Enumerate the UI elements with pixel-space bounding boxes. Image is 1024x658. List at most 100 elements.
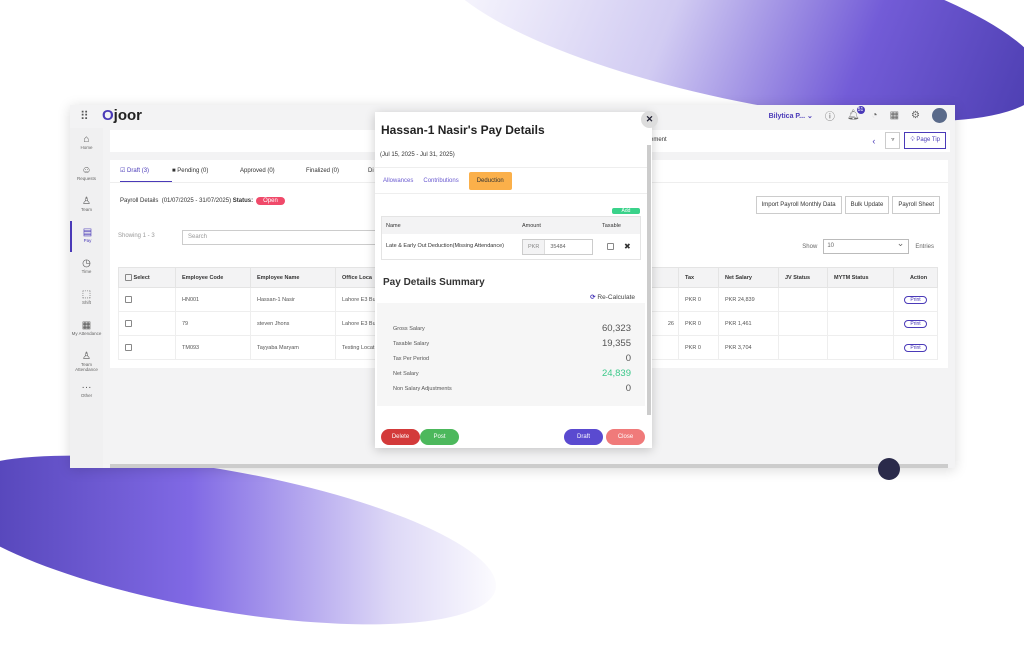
- row-select[interactable]: [118, 287, 176, 312]
- mytm-status: [827, 311, 894, 336]
- page-tip-button[interactable]: 💡︎ Page Tip: [904, 132, 946, 149]
- summary-value: 19,355: [601, 338, 631, 349]
- status-badge: Open: [256, 197, 285, 205]
- select-all-checkbox[interactable]: [125, 274, 132, 281]
- tab-draft[interactable]: ☑ Draft (3): [120, 160, 172, 182]
- print-button[interactable]: Print: [904, 343, 927, 352]
- row-select[interactable]: [118, 335, 176, 360]
- calendar-icon: ▦: [81, 320, 92, 331]
- apps-grid-icon[interactable]: ⠿: [80, 109, 89, 123]
- summary-row: Non Salary Adjustments 0: [393, 383, 631, 394]
- print-button[interactable]: Print: [904, 295, 927, 304]
- shift-icon: ⬚: [81, 289, 92, 300]
- bulk-update-button[interactable]: Bulk Update: [844, 196, 890, 214]
- taxable-checkbox[interactable]: [607, 243, 614, 250]
- hidden-column-value: 26: [667, 321, 674, 327]
- deduction-table: Name Amount Taxable Late & Early Out Deduc…: [381, 216, 641, 260]
- logo[interactable]: Ojoor: [102, 107, 143, 124]
- sidebar-item-shift[interactable]: ⬚ Shift: [70, 283, 103, 314]
- horizontal-scrollbar[interactable]: [110, 464, 948, 468]
- summary-label: Gross Salary: [393, 325, 425, 332]
- column-header: Employee Code: [175, 267, 251, 288]
- breadcrumb: ement: [650, 137, 667, 143]
- tab-deduction[interactable]: Deduction: [468, 171, 512, 190]
- timer-icon[interactable]: ◔: [871, 110, 878, 121]
- vertical-scrollbar[interactable]: [647, 145, 651, 415]
- print-button[interactable]: Print: [904, 319, 927, 328]
- column-header: Employee Name: [250, 267, 336, 288]
- column-header: MYTM Status: [827, 267, 894, 288]
- modal-date-range: (Jul 15, 2025 - Jul 31, 2025): [380, 152, 455, 158]
- entries-label: Entries: [915, 243, 934, 250]
- action-cell: Print: [893, 311, 938, 336]
- tax: PKR 0: [678, 287, 719, 312]
- sidebar-label: Home: [80, 145, 93, 150]
- sidebar-label: Team Attendance: [75, 362, 98, 372]
- import-payroll-button[interactable]: Import Payroll Monthly Data: [755, 196, 842, 214]
- tab-approved[interactable]: Approved (0): [240, 168, 275, 174]
- delete-button[interactable]: Delete: [381, 429, 420, 445]
- add-button[interactable]: Add: [612, 208, 640, 214]
- sidebar-item-my-attendance[interactable]: ▦ My Attendance: [70, 314, 103, 345]
- org-selector[interactable]: Bilytica P... ⌄: [768, 112, 813, 120]
- sidebar-label: Requests: [76, 176, 96, 181]
- tab-finalized[interactable]: Finalized (0): [306, 168, 340, 174]
- bell-icon[interactable]: 🔔︎ 51: [846, 106, 865, 121]
- sidebar-item-time[interactable]: ◷ Time: [70, 252, 103, 283]
- filter-button[interactable]: ▿: [885, 132, 901, 149]
- net-salary: PKR 24,839: [718, 287, 779, 312]
- action-cell: Print: [893, 335, 938, 360]
- team-icon: ♙: [82, 351, 91, 362]
- summary-title: Pay Details Summary: [383, 277, 485, 288]
- payroll-sheet-button[interactable]: Payroll Sheet: [892, 196, 940, 214]
- sidebar-label: Time: [81, 269, 92, 274]
- tab-pending[interactable]: ■ Pending (0): [172, 168, 209, 174]
- employee-name: steven Jhons: [250, 311, 336, 336]
- post-button[interactable]: Post: [420, 429, 459, 445]
- search-input[interactable]: Search: [182, 230, 382, 245]
- summary-value: 24,839: [601, 368, 631, 379]
- summary-value: 0: [625, 353, 631, 364]
- deduction-row: Late & Early Out Deduction(Missing Atten…: [382, 234, 640, 259]
- close-icon[interactable]: ✕: [641, 111, 658, 128]
- tab-allowances[interactable]: Allowances: [383, 177, 414, 184]
- recalculate-button[interactable]: ⟳ Re-Calculate: [590, 294, 635, 301]
- chat-button[interactable]: [878, 458, 900, 480]
- apps-icon[interactable]: ▦: [889, 110, 900, 121]
- tax: PKR 0: [678, 311, 719, 336]
- sidebar-item-other[interactable]: ··· Other: [70, 376, 103, 407]
- column-header: Net Salary: [718, 267, 779, 288]
- jv-status: [778, 311, 828, 336]
- remove-icon[interactable]: ✖: [624, 242, 631, 251]
- net-salary: PKR 1,461: [718, 311, 779, 336]
- requests-icon: ☺: [81, 165, 92, 176]
- jv-status: [778, 335, 828, 360]
- avatar[interactable]: [932, 108, 947, 123]
- tab-more[interactable]: Di: [368, 168, 374, 174]
- sidebar-item-pay[interactable]: ▤ Pay: [70, 221, 103, 252]
- more-icon: ···: [81, 382, 92, 393]
- sidebar-item-requests[interactable]: ☺ Requests: [70, 159, 103, 190]
- sidebar-label: Team: [80, 207, 92, 212]
- gear-icon[interactable]: ⚙: [911, 110, 920, 121]
- close-button[interactable]: Close: [606, 429, 645, 445]
- row-checkbox[interactable]: [125, 320, 132, 327]
- modal-title: Hassan-1 Nasir's Pay Details: [381, 123, 545, 137]
- row-checkbox[interactable]: [125, 344, 132, 351]
- column-header: Action: [893, 267, 938, 288]
- amount-input[interactable]: PKR 35484: [522, 238, 593, 255]
- row-checkbox[interactable]: [125, 296, 132, 303]
- page-size-select[interactable]: 10: [823, 238, 910, 254]
- help-icon[interactable]: ⓘ: [824, 112, 835, 123]
- summary-row: Net Salary 24,839: [393, 368, 631, 379]
- draft-button[interactable]: Draft: [564, 429, 603, 445]
- net-salary: PKR 3,704: [718, 335, 779, 360]
- notification-badge: 51: [856, 106, 865, 114]
- summary-label: Tax Per Period: [393, 355, 430, 362]
- sidebar-item-home[interactable]: ⌂ Home: [70, 128, 103, 159]
- sidebar-item-team-attendance[interactable]: ♙ Team Attendance: [70, 345, 103, 376]
- chevron-left-icon[interactable]: ‹: [872, 135, 876, 146]
- sidebar-item-team[interactable]: ♙ Team: [70, 190, 103, 221]
- tab-contributions[interactable]: Contributions: [423, 177, 459, 184]
- row-select[interactable]: [118, 311, 176, 336]
